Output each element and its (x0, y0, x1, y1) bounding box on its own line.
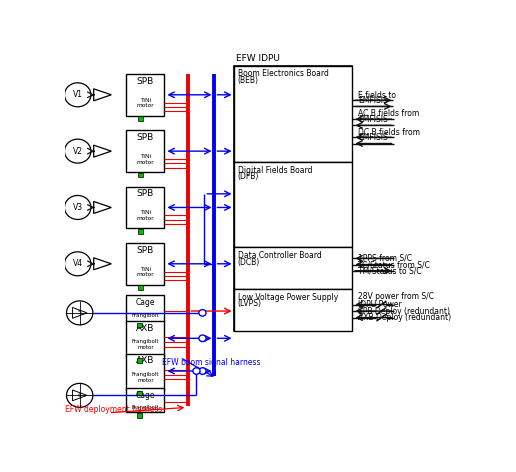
Text: SPB: SPB (137, 246, 154, 255)
Polygon shape (94, 89, 111, 101)
FancyBboxPatch shape (126, 130, 165, 172)
FancyBboxPatch shape (234, 66, 352, 162)
FancyBboxPatch shape (234, 66, 352, 331)
FancyBboxPatch shape (234, 162, 352, 247)
FancyBboxPatch shape (126, 388, 165, 412)
Text: Boom Electronics Board: Boom Electronics Board (238, 69, 329, 78)
Circle shape (67, 383, 93, 407)
FancyBboxPatch shape (126, 74, 165, 116)
FancyBboxPatch shape (126, 186, 165, 228)
Polygon shape (94, 202, 111, 213)
FancyBboxPatch shape (137, 358, 142, 362)
Polygon shape (94, 145, 111, 157)
Text: V1: V1 (73, 90, 83, 99)
FancyBboxPatch shape (138, 173, 143, 177)
Text: 6: 6 (78, 393, 82, 398)
FancyBboxPatch shape (126, 354, 165, 390)
Text: 28V power from S/C: 28V power from S/C (359, 292, 434, 301)
Text: TiNi
motor: TiNi motor (137, 267, 154, 278)
Text: (BEB): (BEB) (238, 76, 259, 85)
FancyBboxPatch shape (138, 229, 143, 234)
Text: TiNi
motor: TiNi motor (137, 98, 154, 109)
Circle shape (193, 368, 200, 374)
Text: EFW boom signal harness: EFW boom signal harness (163, 358, 261, 367)
Circle shape (64, 195, 91, 219)
Circle shape (199, 368, 206, 374)
Text: EMFISIS: EMFISIS (359, 96, 388, 105)
Text: E fields to: E fields to (359, 91, 396, 100)
Polygon shape (94, 258, 111, 270)
Text: TM/Status to S/C: TM/Status to S/C (359, 266, 422, 275)
Text: SPB: SPB (137, 189, 154, 199)
FancyBboxPatch shape (126, 321, 165, 357)
Text: V4: V4 (73, 259, 83, 268)
Text: IDPU Power: IDPU Power (359, 300, 402, 309)
FancyBboxPatch shape (126, 295, 165, 322)
Text: EMFISIS: EMFISIS (359, 133, 388, 142)
Circle shape (64, 252, 91, 276)
Text: Cage: Cage (136, 298, 155, 307)
Text: Frangibolt
motor: Frangibolt motor (132, 372, 159, 383)
Text: AC B fields from: AC B fields from (359, 110, 420, 118)
Circle shape (64, 83, 91, 107)
Text: EFW IDPU: EFW IDPU (236, 54, 280, 63)
FancyBboxPatch shape (126, 243, 165, 285)
Text: (LVPS): (LVPS) (238, 299, 262, 308)
FancyBboxPatch shape (234, 289, 352, 331)
Text: SPB: SPB (137, 77, 154, 86)
FancyBboxPatch shape (137, 413, 142, 418)
Text: Frangibolt
motor: Frangibolt motor (132, 339, 159, 350)
Polygon shape (72, 307, 87, 318)
Circle shape (67, 301, 93, 325)
Polygon shape (72, 390, 87, 401)
Text: Frangibolt: Frangibolt (132, 313, 159, 318)
Text: AXB Deploy (redundant): AXB Deploy (redundant) (359, 313, 452, 322)
Text: Digital Fields Board: Digital Fields Board (238, 166, 312, 175)
Text: (DCB): (DCB) (238, 258, 260, 267)
Text: 5: 5 (78, 311, 82, 315)
Text: DC B fields from: DC B fields from (359, 127, 421, 136)
FancyBboxPatch shape (138, 286, 143, 290)
FancyBboxPatch shape (138, 117, 143, 121)
FancyBboxPatch shape (234, 247, 352, 289)
Text: EFW deployment harness: EFW deployment harness (66, 405, 163, 413)
Text: TC/Status from S/C: TC/Status from S/C (359, 260, 430, 269)
Text: 1PPS from S/C: 1PPS from S/C (359, 254, 412, 263)
Text: SPB: SPB (137, 133, 154, 142)
Text: TiNi
motor: TiNi motor (137, 154, 154, 165)
Text: Low Voltage Power Supply: Low Voltage Power Supply (238, 293, 338, 302)
Text: AXB: AXB (136, 324, 155, 333)
Text: Cage: Cage (136, 391, 155, 400)
Text: AXB: AXB (136, 356, 155, 365)
Circle shape (199, 335, 206, 342)
Circle shape (199, 310, 206, 316)
Text: Frangibolt: Frangibolt (132, 405, 159, 410)
FancyBboxPatch shape (137, 391, 142, 396)
Text: Data Controller Board: Data Controller Board (238, 251, 321, 260)
Text: V2: V2 (73, 147, 83, 156)
Text: TiNi
motor: TiNi motor (137, 211, 154, 221)
Text: (DFB): (DFB) (238, 172, 259, 181)
FancyBboxPatch shape (137, 323, 142, 328)
Circle shape (64, 139, 91, 163)
Text: EMFISIS: EMFISIS (359, 115, 388, 124)
Text: V3: V3 (73, 203, 83, 212)
Text: SPB Deploy (redundant): SPB Deploy (redundant) (359, 306, 450, 316)
